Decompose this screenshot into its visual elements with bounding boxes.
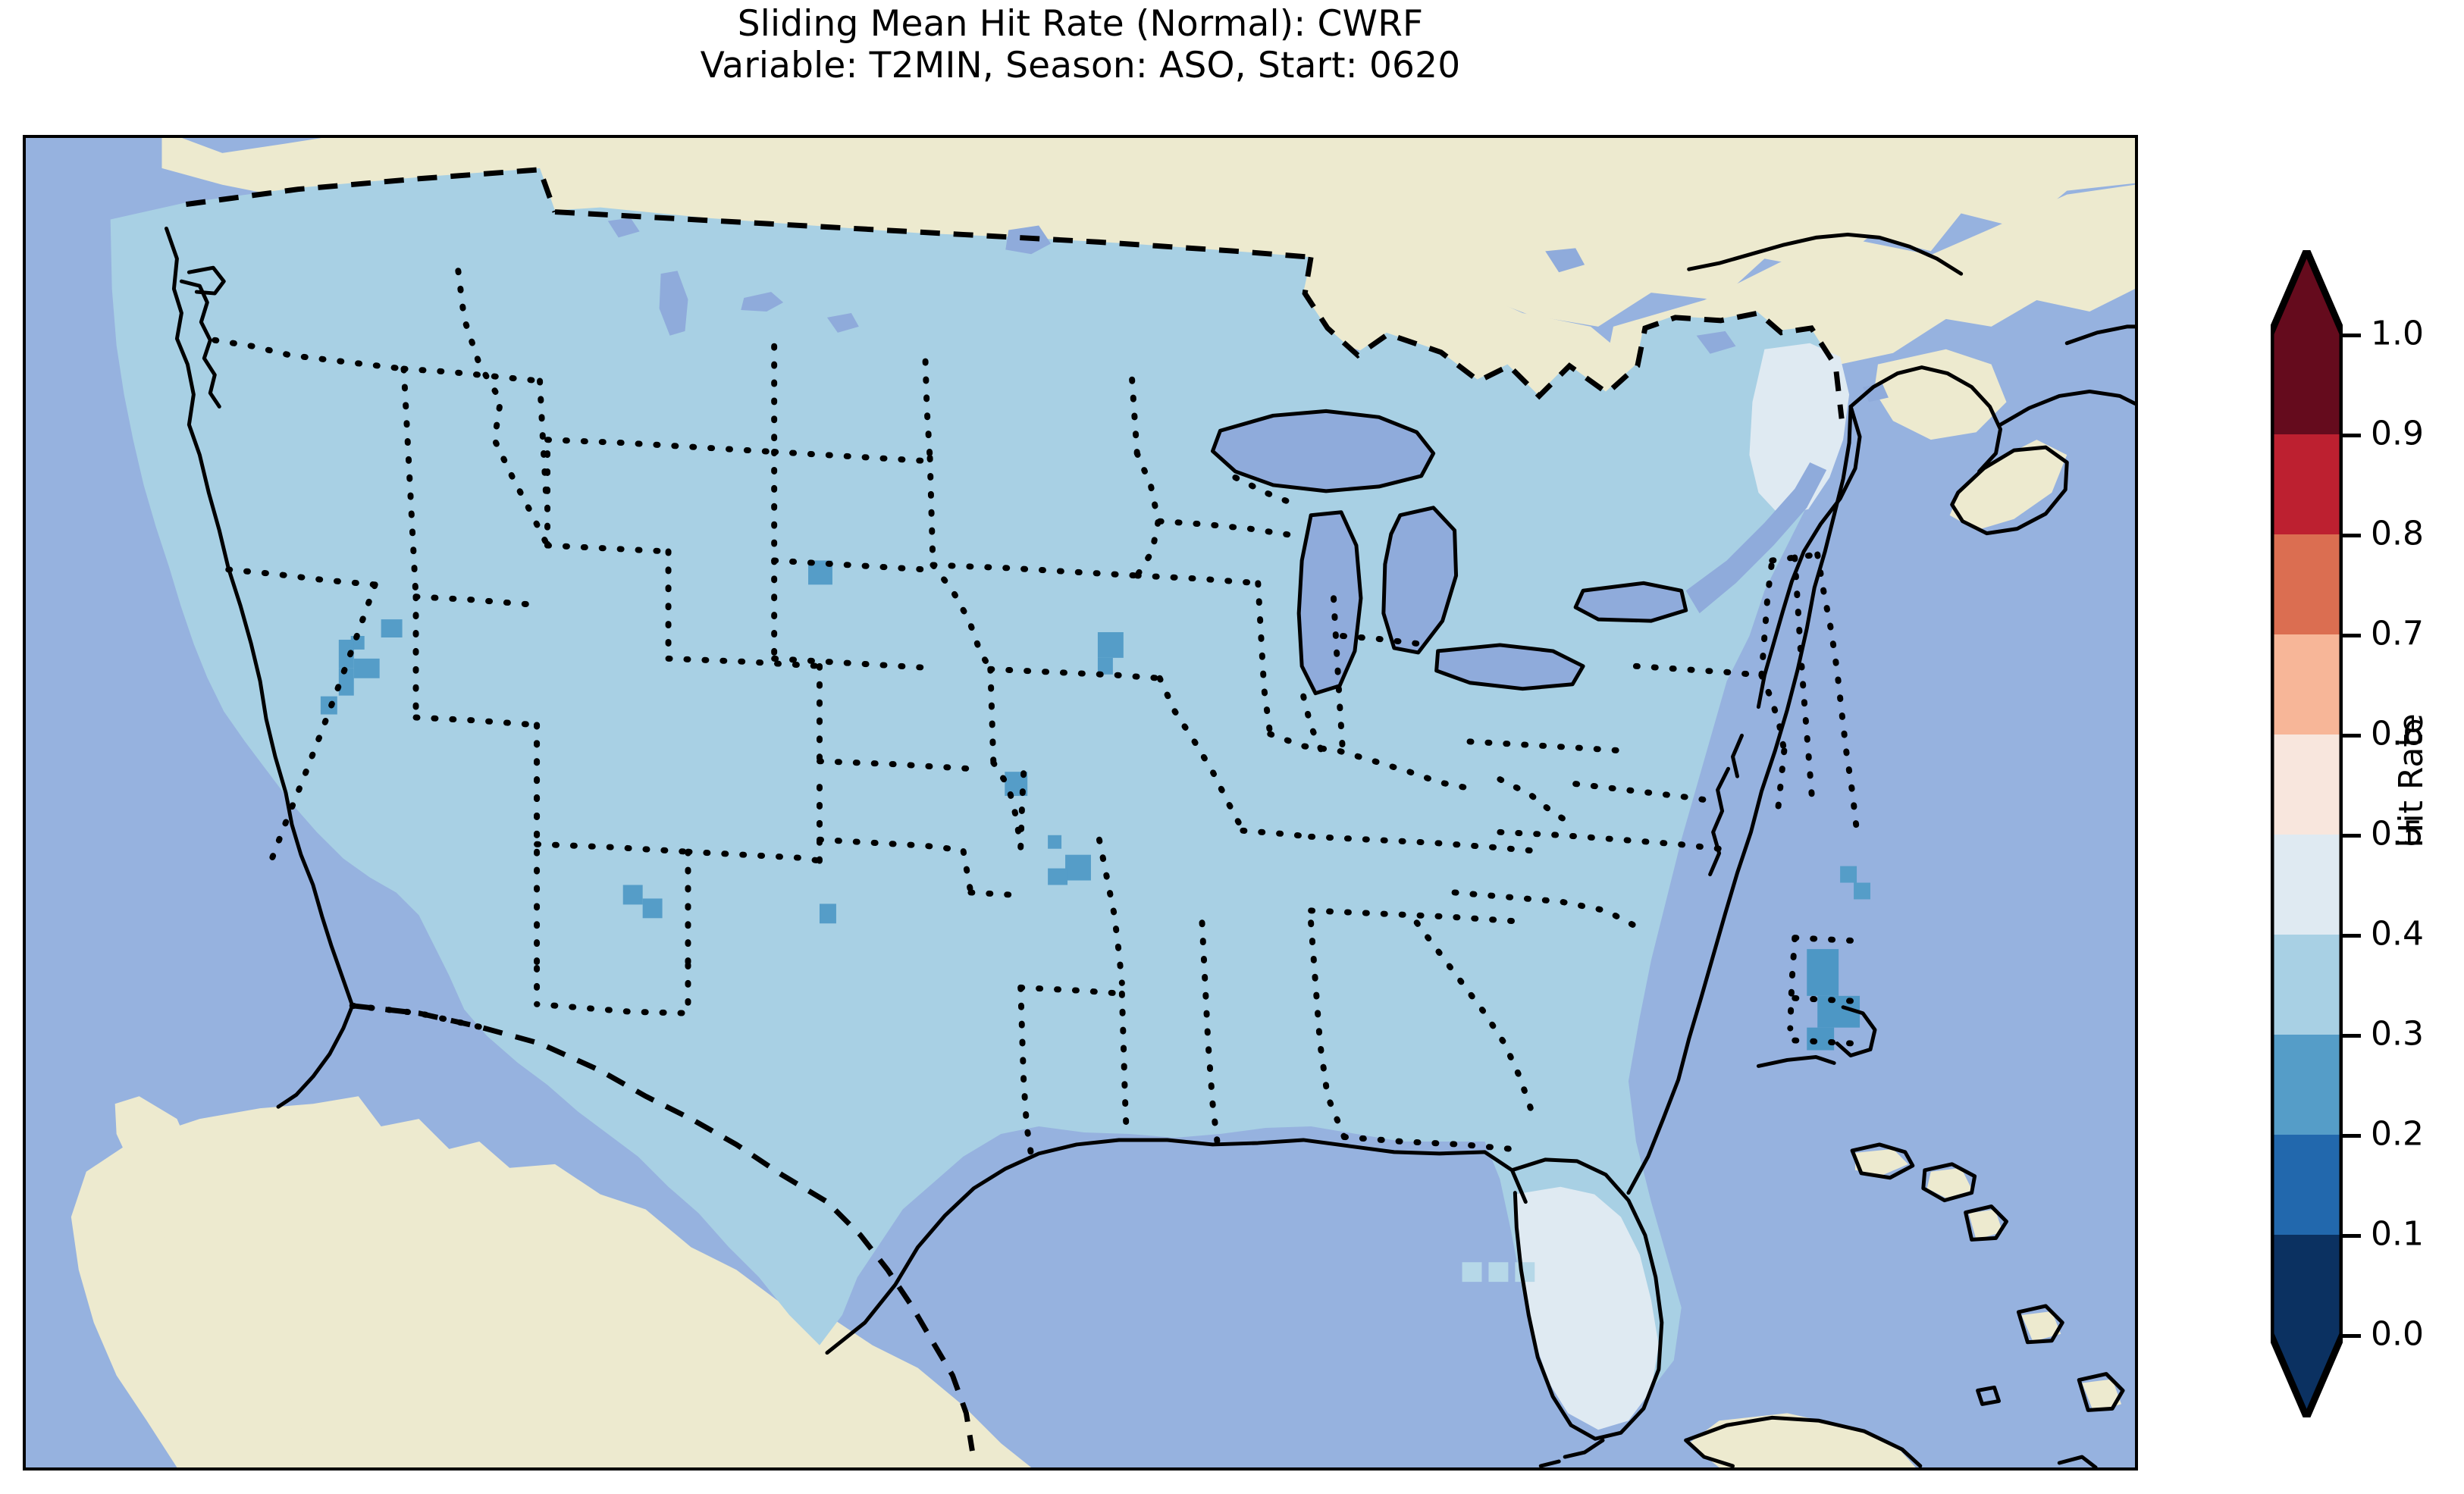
colorbar-tick-label: 0.4 xyxy=(2371,914,2424,954)
colorbar-title: Hit Rate xyxy=(2392,713,2431,848)
colorbar-band xyxy=(2271,634,2343,734)
colorbar-band xyxy=(2271,1234,2343,1335)
colorbar-tick xyxy=(2343,1134,2361,1138)
colorbar-tick xyxy=(2343,1334,2361,1338)
low-value-cells xyxy=(320,560,1871,1051)
title-line-1: Sliding Mean Hit Rate (Normal): CWRF xyxy=(737,3,1424,45)
state-border-layer xyxy=(212,268,1861,1158)
figure-title: Sliding Mean Hit Rate (Normal): CWRF Var… xyxy=(0,3,2161,87)
colorbar-tick xyxy=(2343,334,2361,337)
map-axes xyxy=(23,135,2138,1471)
coastline-layer xyxy=(164,226,2135,1467)
colorbar-band xyxy=(2271,1134,2343,1235)
colorbar-tick-label: 0.8 xyxy=(2371,514,2424,553)
title-line-2: Variable: T2MIN, Season: ASO, Start: 062… xyxy=(700,45,1461,87)
colorbar-extend-min xyxy=(2271,1334,2343,1417)
great-lakes xyxy=(607,218,1889,694)
colorbar: 0.0 0.1 0.2 0.3 0.4 0.5 0.6 0.7 0.8 0.9 1.0 xyxy=(2271,250,2424,1417)
colorbar-tick-label: 0.9 xyxy=(2371,414,2424,453)
colorbar-tick-label: 0.6 xyxy=(2371,714,2424,753)
colorbar-tick-label: 0.0 xyxy=(2371,1314,2424,1354)
conus-map xyxy=(26,138,2135,1467)
colorbar-tick xyxy=(2343,634,2361,637)
colorbar-tick-label: 0.1 xyxy=(2371,1214,2424,1254)
colorbar-tick-label: 0.5 xyxy=(2371,814,2424,853)
colorbar-tick xyxy=(2343,1234,2361,1238)
colorbar-tick xyxy=(2343,934,2361,938)
colorbar-tick-label: 0.2 xyxy=(2371,1114,2424,1154)
colorbar-band xyxy=(2271,834,2343,935)
colorbar-band xyxy=(2271,534,2343,634)
colorbar-tick xyxy=(2343,1034,2361,1038)
colorbar-band xyxy=(2271,334,2343,434)
national-border-layer xyxy=(185,167,1845,1452)
colorbar-band xyxy=(2271,434,2343,534)
colorbar-extend-max xyxy=(2271,250,2343,334)
colorbar-tick-label: 1.0 xyxy=(2371,314,2424,353)
colorbar-tick-label: 0.7 xyxy=(2371,614,2424,653)
colorbar-band xyxy=(2271,1034,2343,1135)
colorbar-tick xyxy=(2343,734,2361,738)
colorbar-tick xyxy=(2343,434,2361,437)
colorbar-band xyxy=(2271,934,2343,1035)
colorbar-tick xyxy=(2343,534,2361,537)
colorbar-band xyxy=(2271,734,2343,835)
colorbar-tick xyxy=(2343,834,2361,838)
colorbar-tick-label: 0.3 xyxy=(2371,1014,2424,1054)
